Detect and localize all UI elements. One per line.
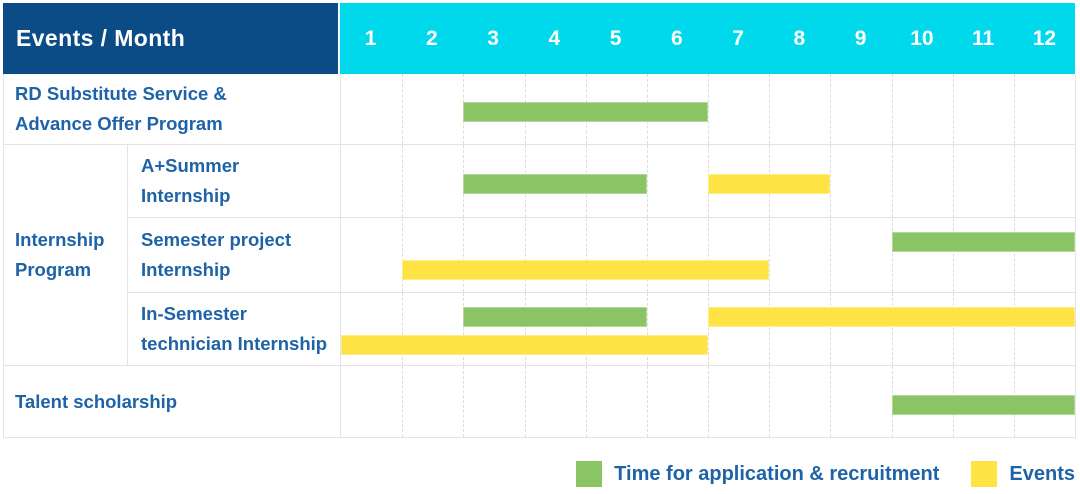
month-label: 1 bbox=[364, 26, 377, 50]
month-gridline bbox=[891, 145, 893, 217]
month-gridline bbox=[524, 366, 526, 437]
month-gridline bbox=[524, 293, 526, 365]
events-month-corner-header: Events / Month bbox=[3, 3, 338, 74]
month-gridline bbox=[585, 366, 587, 437]
month-gridline bbox=[402, 74, 404, 144]
legend-label: Time for application & recruitment bbox=[614, 462, 940, 485]
month-gridline bbox=[708, 366, 709, 437]
month-header-row: 1 2 3 4 5 6 7 8 9 10 11 12 bbox=[340, 3, 1075, 74]
chart-row bbox=[341, 293, 1076, 366]
month-gridline bbox=[402, 293, 404, 365]
gantt-chart: Events / Month 1 2 3 4 5 6 7 8 9 10 11 12 RD Substi… bbox=[3, 3, 1076, 438]
month-gridline bbox=[708, 218, 709, 292]
header-row: Events / Month 1 2 3 4 5 6 7 8 9 10 11 12 bbox=[3, 3, 1075, 74]
application-period-bar bbox=[463, 307, 647, 327]
month-label: 3 bbox=[487, 26, 499, 50]
event-period-bar bbox=[402, 260, 770, 280]
month-gridline bbox=[646, 145, 648, 217]
chart-row bbox=[341, 218, 1076, 293]
application-period-bar bbox=[891, 394, 1075, 415]
yellow-swatch-icon bbox=[971, 461, 998, 487]
month-gridline bbox=[769, 366, 771, 437]
month-gridline bbox=[708, 74, 709, 144]
month-label: 7 bbox=[732, 26, 744, 50]
month-label: 8 bbox=[793, 26, 806, 50]
legend-item-application-recruitment: Time for application & recruitment bbox=[576, 461, 939, 487]
month-label: 9 bbox=[854, 26, 867, 50]
row-label: Talent scholarship bbox=[4, 366, 341, 438]
month-gridline bbox=[891, 74, 893, 144]
green-swatch-icon bbox=[576, 461, 603, 487]
month-gridline bbox=[952, 145, 954, 217]
month-gridline bbox=[1013, 145, 1015, 217]
month-gridline bbox=[952, 218, 954, 292]
month-label: 5 bbox=[609, 26, 622, 50]
month-gridline bbox=[830, 74, 832, 144]
group-label-internship-program: Internship Program bbox=[4, 145, 128, 366]
event-period-bar bbox=[341, 335, 708, 355]
month-gridline bbox=[463, 218, 465, 292]
month-label: 11 bbox=[972, 26, 995, 50]
legend-item-events: Events bbox=[971, 461, 1075, 487]
row-label: Semester project Internship bbox=[128, 218, 341, 293]
month-gridline bbox=[463, 293, 465, 365]
month-gridline bbox=[646, 366, 648, 437]
chart-row bbox=[341, 74, 1076, 145]
month-gridline bbox=[891, 293, 893, 365]
month-gridline bbox=[1013, 74, 1015, 144]
month-gridline bbox=[585, 293, 587, 365]
row-label: RD Substitute Service & Advance Offer Pro… bbox=[4, 74, 341, 145]
month-gridline bbox=[708, 293, 709, 365]
month-label: 2 bbox=[426, 26, 438, 50]
month-gridline bbox=[402, 218, 404, 292]
month-gridline bbox=[646, 293, 648, 365]
month-gridline bbox=[769, 74, 771, 144]
month-gridline bbox=[769, 293, 771, 365]
month-gridline bbox=[891, 218, 893, 292]
month-gridline bbox=[463, 366, 465, 437]
month-label: 4 bbox=[548, 26, 561, 50]
chart-row bbox=[341, 366, 1076, 438]
month-gridline bbox=[646, 218, 648, 292]
month-gridline bbox=[830, 218, 832, 292]
application-period-bar bbox=[463, 174, 647, 194]
month-gridline bbox=[585, 218, 587, 292]
month-gridline bbox=[1013, 218, 1015, 292]
month-gridline bbox=[830, 293, 832, 365]
application-period-bar bbox=[891, 232, 1075, 252]
month-gridline bbox=[402, 145, 404, 217]
month-gridline bbox=[830, 366, 832, 437]
month-gridline bbox=[952, 74, 954, 144]
legend: Time for application & recruitment Event… bbox=[576, 461, 1075, 487]
month-label: 12 bbox=[1032, 26, 1057, 50]
event-period-bar bbox=[708, 307, 1075, 327]
month-label: 10 bbox=[910, 26, 934, 50]
application-period-bar bbox=[463, 102, 708, 122]
legend-label: Events bbox=[1009, 462, 1075, 485]
month-label: 6 bbox=[671, 26, 683, 50]
row-label: A+Summer Internship bbox=[128, 145, 341, 218]
row-label: In-Semester technician Internship bbox=[128, 293, 341, 366]
month-gridline bbox=[402, 366, 404, 437]
gantt-body: RD Substitute Service & Advance Offer Pro… bbox=[3, 74, 1076, 438]
month-gridline bbox=[830, 145, 832, 217]
month-gridline bbox=[1013, 293, 1015, 365]
month-gridline bbox=[769, 218, 771, 292]
event-period-bar bbox=[708, 174, 831, 194]
month-gridline bbox=[952, 293, 954, 365]
month-gridline bbox=[524, 218, 526, 292]
chart-row bbox=[341, 145, 1076, 218]
